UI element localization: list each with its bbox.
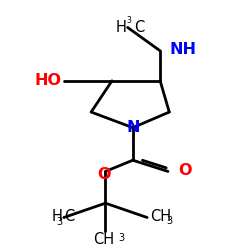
Text: 3: 3: [167, 216, 173, 226]
Text: NH: NH: [169, 42, 196, 57]
Text: 3: 3: [118, 232, 124, 242]
Text: H: H: [116, 20, 126, 35]
Text: H: H: [52, 209, 62, 224]
Text: C: C: [64, 209, 74, 224]
Text: C: C: [134, 20, 144, 35]
Text: $_3$: $_3$: [126, 15, 133, 28]
Text: CH: CH: [94, 232, 115, 247]
Text: 3: 3: [56, 217, 62, 227]
Text: N: N: [126, 120, 140, 135]
Text: O: O: [98, 166, 111, 182]
Text: HO: HO: [34, 73, 61, 88]
Text: O: O: [178, 162, 191, 178]
Text: CH: CH: [150, 209, 171, 224]
